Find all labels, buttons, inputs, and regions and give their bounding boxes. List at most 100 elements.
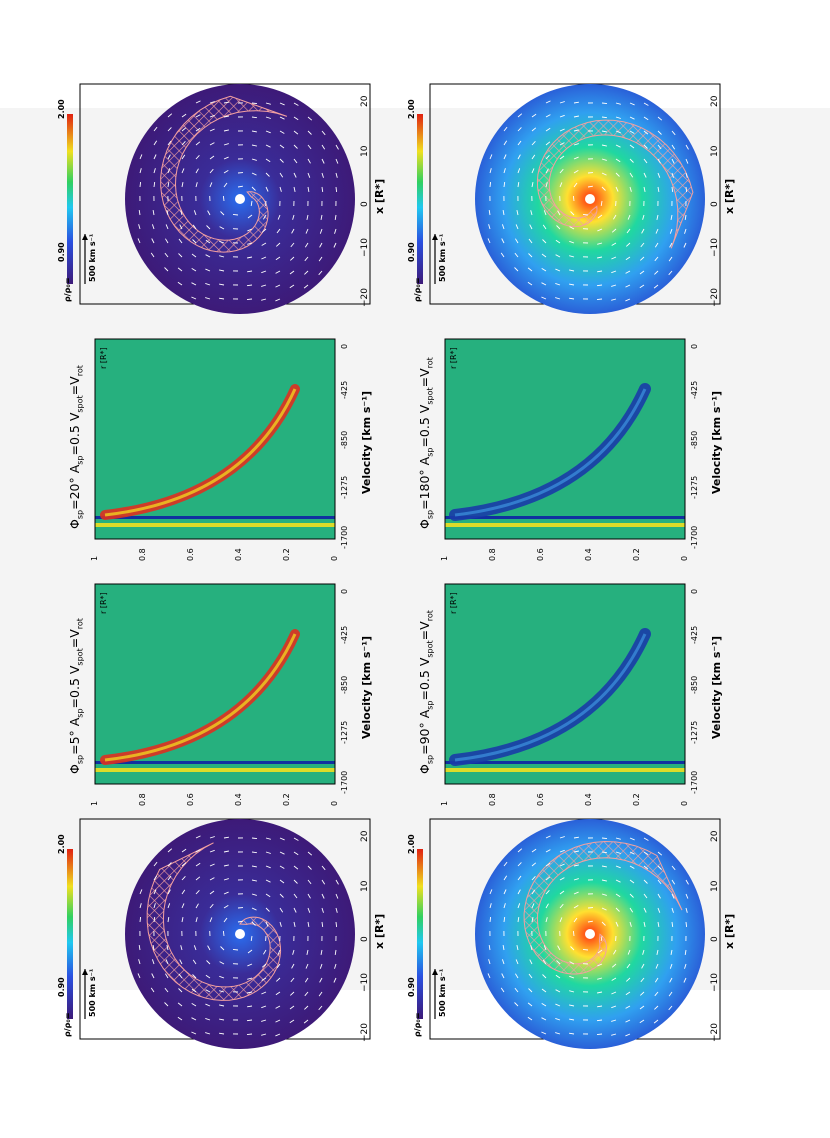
panel-title: Φsp=90° Asp=0.5 Vspot=Vrot — [417, 610, 435, 774]
y-tick-label: 0.2 — [632, 793, 641, 806]
velocity-arrow — [531, 113, 537, 118]
velocity-arrow — [265, 172, 270, 177]
velocity-arrow — [223, 101, 229, 104]
spectral-feature-core — [454, 388, 647, 517]
velocity-arrow — [153, 889, 157, 895]
velocity-arrows — [487, 835, 689, 1037]
velocity-arrow — [600, 935, 603, 941]
velocity-arrow — [164, 1002, 169, 1007]
velocity-arrow — [139, 889, 143, 895]
velocity-arrow — [559, 877, 565, 881]
velocity-arrow — [643, 158, 648, 164]
absorption-streak — [445, 516, 685, 519]
velocity-arrow — [251, 907, 257, 911]
dynamic-spectrum-panel: Φsp=5° Asp=0.5 Vspot=Vrot Velocity [km s⁻… — [55, 569, 385, 814]
velocity-arrow — [318, 991, 323, 997]
x-tick-label: -850 — [340, 675, 349, 694]
velocity-arrow — [335, 186, 338, 193]
velocity-arrow — [541, 1017, 547, 1021]
velocity-arrow — [246, 1033, 253, 1036]
velocity-arrow — [517, 168, 521, 174]
y-tick-label: 0.4 — [584, 793, 593, 806]
velocity-arrow — [503, 140, 508, 146]
velocity-arrow — [223, 905, 229, 909]
velocity-arrow — [303, 284, 309, 289]
velocity-arrow — [545, 889, 550, 895]
velocity-arrow — [247, 270, 253, 273]
velocity-arrow — [261, 270, 267, 274]
velocity-arrow — [516, 945, 519, 951]
velocity-arrow — [250, 935, 253, 941]
velocity-arrow — [165, 959, 169, 965]
x-axis-label: x [R*] — [723, 178, 736, 214]
velocity-arrow — [153, 916, 156, 923]
spiral-arm-hatch — [160, 95, 288, 253]
x-tick-label: −20 — [360, 288, 370, 307]
velocity-arrow — [601, 102, 608, 105]
velocity-arrow — [542, 239, 547, 244]
velocity-arrow — [569, 961, 575, 965]
colorbar-max: 2.00 — [407, 834, 416, 854]
velocity-arrow — [219, 1018, 225, 1021]
velocity-arrow — [654, 256, 659, 262]
velocity-arrow — [517, 903, 521, 909]
velocity-arrow — [219, 240, 225, 244]
velocity-arrow — [515, 238, 519, 244]
velocity-arrow — [572, 195, 575, 202]
disk-plot-svg — [67, 818, 371, 1049]
velocity-arrow — [559, 863, 565, 867]
velocity-arrow — [303, 1019, 309, 1024]
velocity-arrow — [685, 186, 688, 193]
velocity-arrow — [545, 127, 551, 132]
velocity-arrow — [275, 242, 281, 247]
y-tick-label: 0.8 — [138, 548, 147, 561]
velocity-arrow — [261, 991, 267, 995]
velocity-arrow — [639, 270, 645, 275]
velocity-arrow — [167, 917, 170, 923]
disk-panel: ρ/ρ₀= 0.90 2.00 500 km s⁻¹ x [R*] −20 −10 0 10 20 — [405, 814, 736, 1059]
spectral-feature-core — [454, 633, 647, 762]
scale-arrowhead — [82, 234, 88, 240]
velocity-arrow — [503, 181, 506, 188]
velocity-arrow — [219, 1032, 225, 1035]
velocity-arrow — [657, 907, 661, 913]
velocity-arrow — [555, 254, 561, 258]
velocity-arrow — [569, 990, 575, 993]
dynamic-spectrum-panel: Φsp=90° Asp=0.5 Vspot=Vrot Velocity [km s… — [405, 569, 735, 814]
velocity-arrow — [502, 210, 505, 216]
x-tick-label: 10 — [360, 880, 370, 892]
velocity-arrow — [615, 158, 621, 163]
y-tick-label: 0.2 — [282, 793, 291, 806]
velocity-arrow — [573, 864, 579, 867]
velocity-arrow — [530, 945, 533, 951]
velocity-arrow — [517, 875, 522, 881]
velocity-arrow — [685, 879, 689, 885]
velocity-arrow — [541, 1031, 547, 1035]
velocity-arrow — [205, 268, 211, 272]
y-tick-label: 0.4 — [234, 548, 243, 561]
velocity-arrow — [527, 267, 533, 272]
velocity-arrow — [179, 959, 183, 965]
velocity-arrow — [279, 893, 284, 898]
velocity-arrow — [500, 987, 505, 993]
velocity-arrow — [304, 270, 309, 275]
velocity-arrow — [139, 903, 142, 909]
velocity-arrow — [181, 889, 186, 895]
velocity-arrow — [517, 154, 521, 160]
velocity-arrow — [545, 862, 551, 867]
velocity-arrow — [306, 949, 309, 955]
disk-plot-svg — [417, 83, 721, 314]
velocity-arrow — [643, 837, 649, 841]
velocity-arrow — [164, 987, 169, 993]
disk-panel: ρ/ρ₀= 0.90 2.00 500 km s⁻¹ x [R*] −20 −10 0 10 20 — [405, 79, 736, 324]
velocity-arrow — [615, 865, 621, 869]
y-axis-label: r [R*] — [99, 592, 108, 614]
velocity-arrow — [152, 945, 155, 951]
x-tick-label: 20 — [710, 95, 720, 107]
emission-streak — [445, 523, 685, 527]
velocity-arrow — [528, 988, 533, 993]
velocity-arrow — [261, 1033, 267, 1036]
x-tick-label: −10 — [710, 973, 720, 992]
velocity-arrow — [195, 100, 201, 104]
x-tick-label: 10 — [710, 880, 720, 892]
